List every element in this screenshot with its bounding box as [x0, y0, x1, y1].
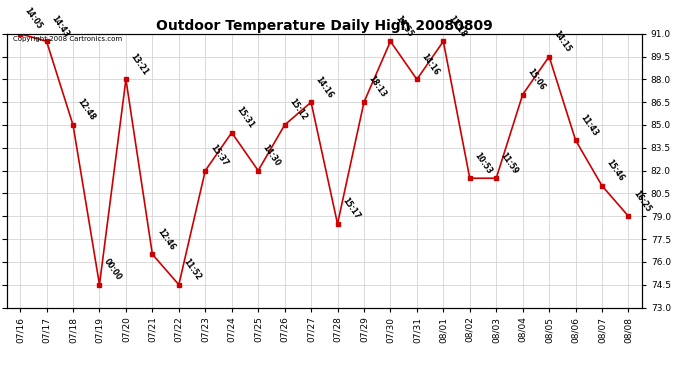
- Text: 14:30: 14:30: [261, 143, 282, 168]
- Text: 16:25: 16:25: [631, 189, 652, 213]
- Text: 12:18: 12:18: [446, 13, 467, 39]
- Text: 12:48: 12:48: [76, 97, 97, 122]
- Text: Copyright 2008 Cartronics.com: Copyright 2008 Cartronics.com: [13, 36, 122, 42]
- Text: 15:31: 15:31: [235, 105, 255, 130]
- Text: 15:46: 15:46: [605, 158, 626, 183]
- Text: 13:21: 13:21: [129, 52, 150, 76]
- Text: 10:53: 10:53: [473, 151, 493, 176]
- Text: 15:06: 15:06: [526, 67, 546, 92]
- Text: 14:15: 14:15: [552, 29, 573, 54]
- Text: 14:16: 14:16: [420, 52, 441, 76]
- Text: 15:12: 15:12: [288, 98, 308, 122]
- Text: 14:05: 14:05: [23, 6, 44, 31]
- Text: 14:55: 14:55: [393, 14, 414, 39]
- Text: 14:43: 14:43: [50, 13, 70, 39]
- Text: 14:16: 14:16: [314, 75, 335, 99]
- Text: 18:13: 18:13: [367, 74, 388, 99]
- Text: 15:17: 15:17: [340, 196, 362, 221]
- Text: 11:52: 11:52: [181, 257, 203, 282]
- Text: 12:46: 12:46: [155, 226, 177, 252]
- Text: 11:59: 11:59: [499, 151, 520, 176]
- Text: 15:37: 15:37: [208, 143, 229, 168]
- Text: 00:00: 00:00: [102, 257, 124, 282]
- Text: 11:43: 11:43: [578, 112, 600, 137]
- Title: Outdoor Temperature Daily High 20080809: Outdoor Temperature Daily High 20080809: [156, 19, 493, 33]
